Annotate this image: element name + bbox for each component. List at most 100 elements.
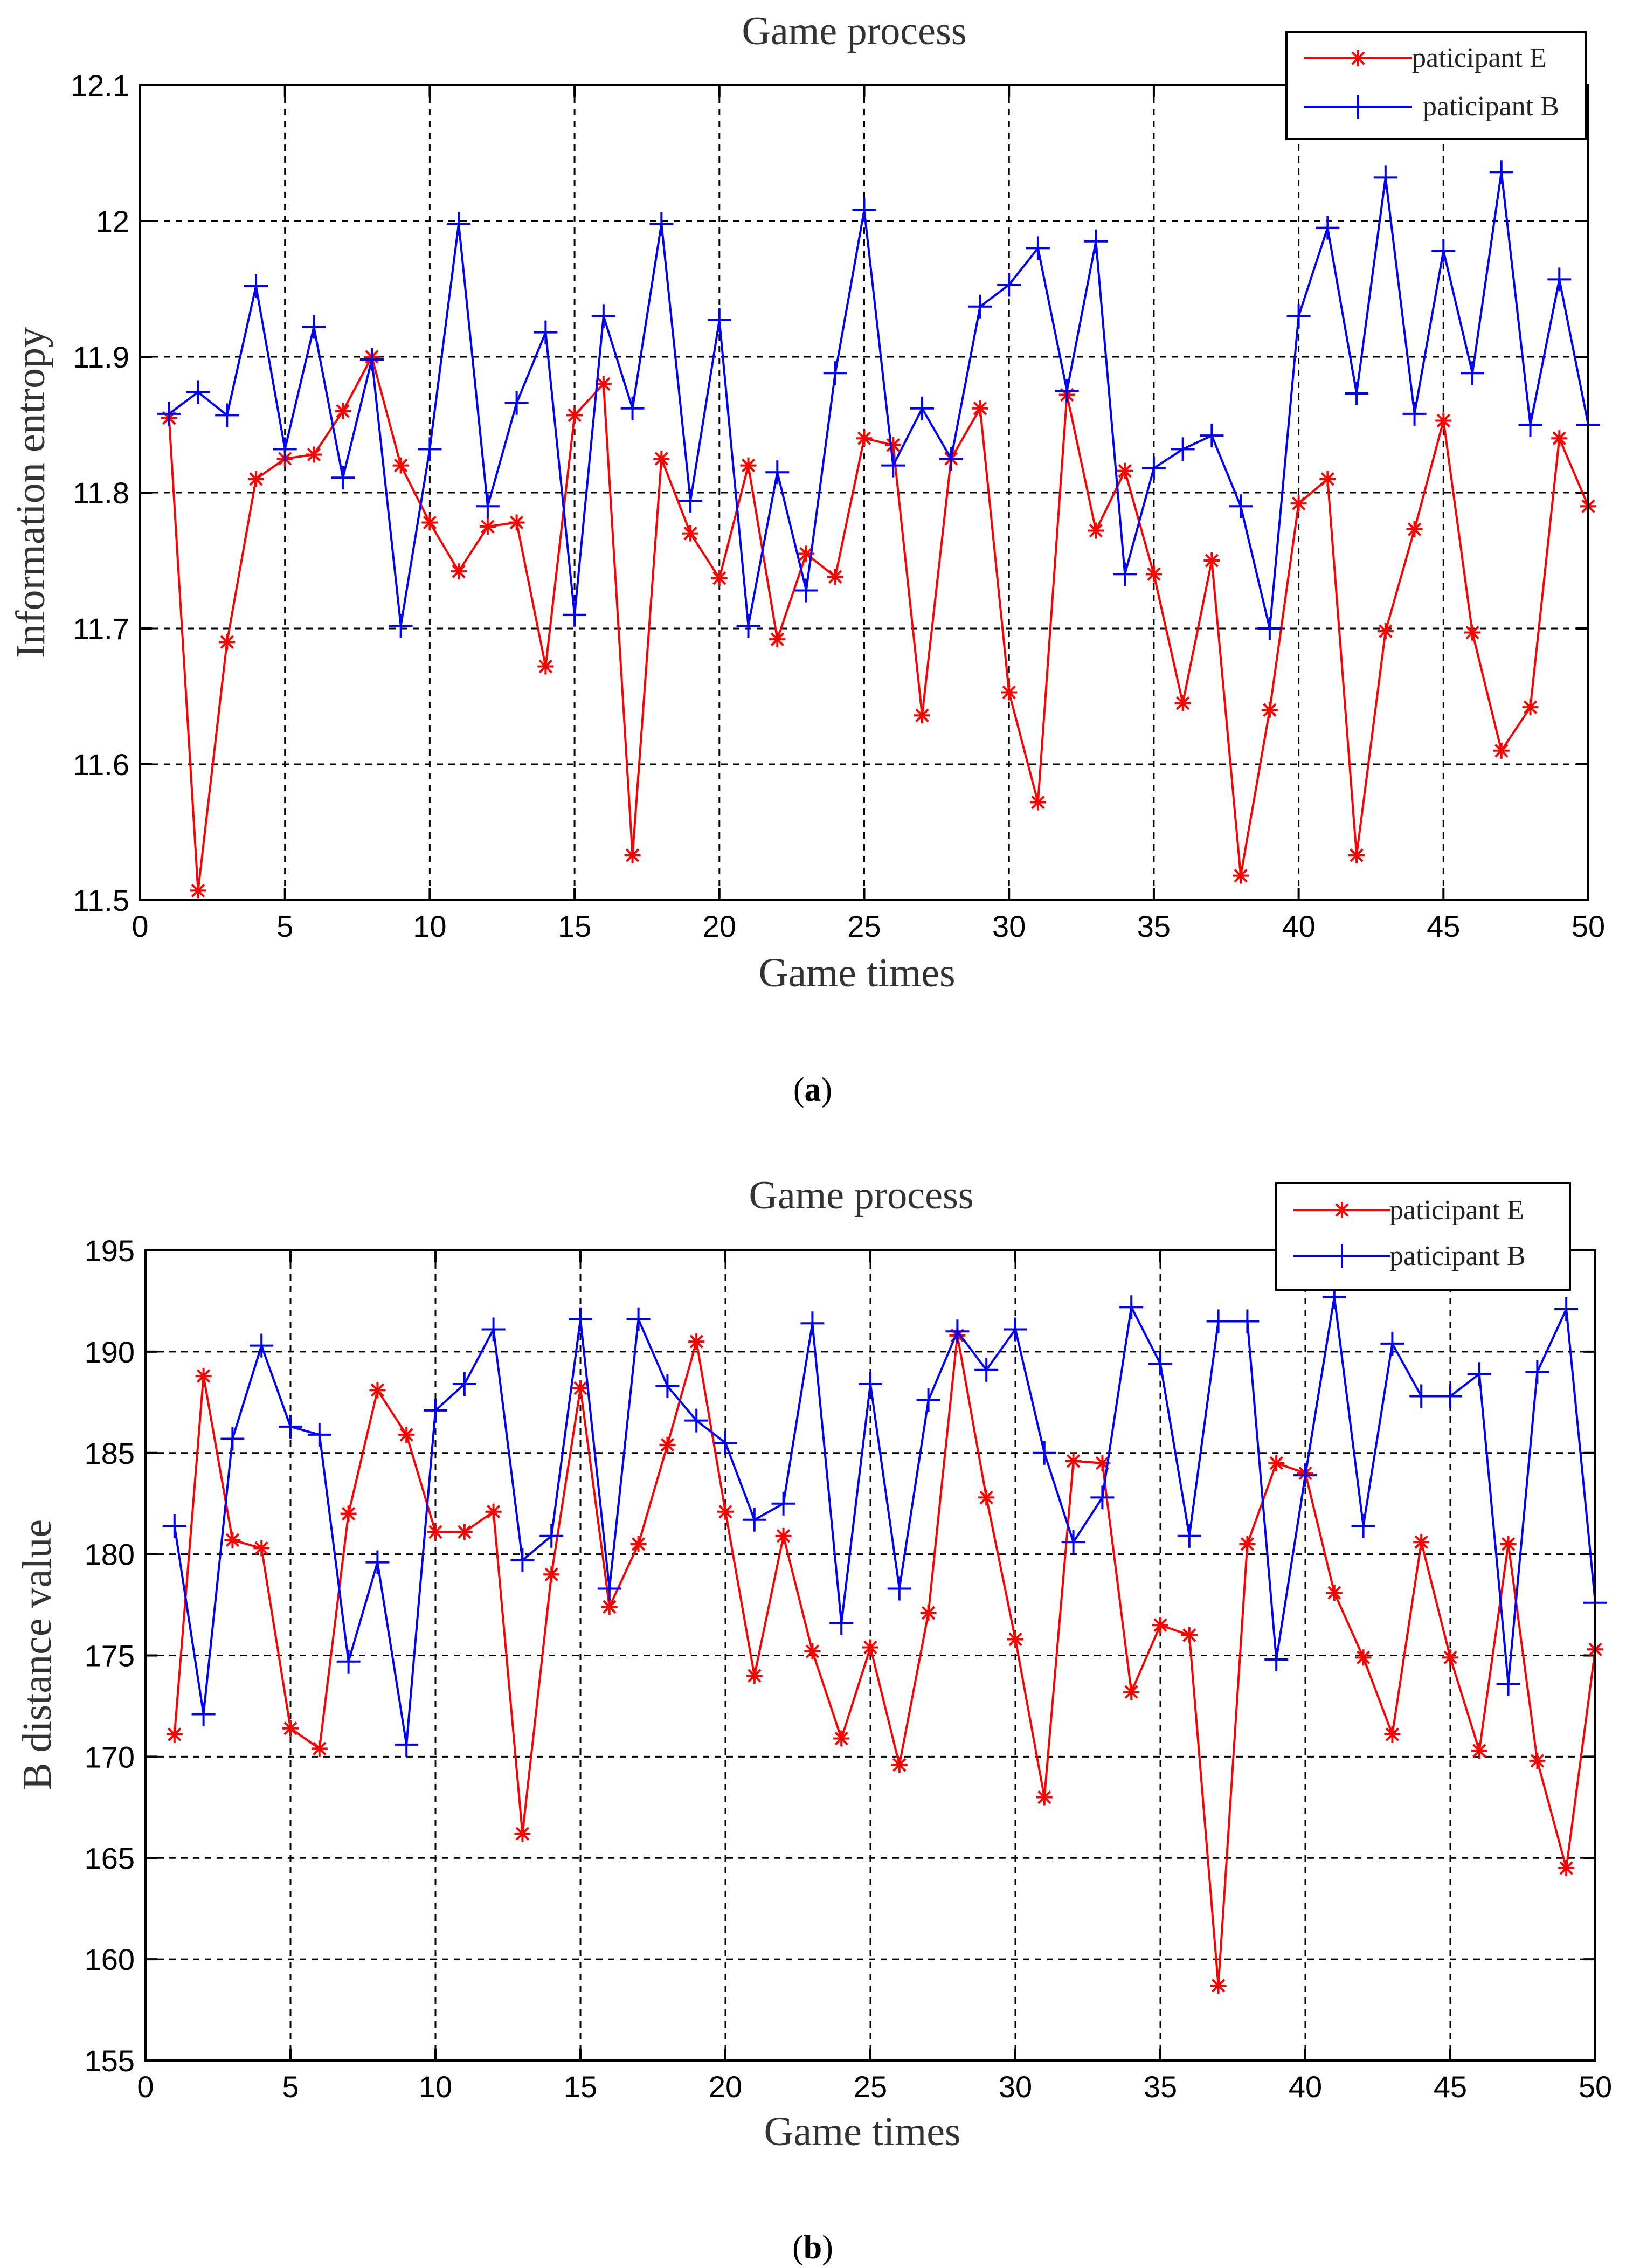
chart-a-point-b <box>1316 216 1340 240</box>
chart-b-x-tick-label: 15 <box>564 2070 597 2104</box>
chart-a-x-tick-label: 45 <box>1427 909 1460 943</box>
chart-a-point-e <box>1377 623 1394 640</box>
chart-a-x-tick-label: 25 <box>847 909 881 943</box>
chart-a-point-b <box>679 489 703 513</box>
chart-a-point-e <box>1319 471 1336 487</box>
chart-b-legend-symbol-b <box>1330 1244 1354 1268</box>
chart-a-point-e <box>682 525 699 542</box>
chart-a-point-b <box>1547 267 1572 292</box>
chart-b-point-b <box>626 1307 651 1331</box>
chart-b-point-e <box>804 1643 821 1659</box>
chart-a-point-e <box>1406 521 1423 538</box>
chart-a-point-b <box>620 396 645 420</box>
chart-a-point-b <box>1026 236 1050 260</box>
chart-b-point-e <box>427 1524 444 1540</box>
chart-a-point-b <box>389 613 413 638</box>
chart-b-y-tick-label: 195 <box>85 1234 135 1268</box>
chart-b-point-e <box>1268 1455 1285 1471</box>
chart-b-point-e <box>166 1726 183 1743</box>
chart-a-point-b <box>1489 160 1513 184</box>
chart-a-point-e <box>1203 552 1220 569</box>
chart-b-point-b <box>1467 1362 1491 1386</box>
chart-b-y-tick-label: 190 <box>85 1335 135 1369</box>
chart-a-point-b <box>794 578 819 603</box>
chart-b-point-b <box>800 1311 825 1336</box>
chart-b-x-tick-label: 30 <box>999 2070 1032 2104</box>
chart-b-y-tick-label: 185 <box>85 1436 135 1470</box>
chart-a-point-b <box>244 274 268 298</box>
chart-a-y-tick-label: 11.6 <box>73 748 129 782</box>
chart-a-point-b <box>939 447 963 471</box>
chart-b-point-b <box>539 1524 564 1548</box>
chart-a-point-b <box>504 391 529 415</box>
chart-a-point-e <box>1261 702 1278 718</box>
chart-a-point-e <box>1088 522 1104 539</box>
chart-b-point-b <box>1177 1524 1201 1548</box>
chart-b-point-b <box>974 1358 999 1382</box>
chart-b-plot-frame <box>144 1249 1596 2062</box>
chart-a-point-b <box>1113 562 1137 586</box>
chart-a-point-b <box>1402 402 1427 426</box>
chart-a-point-e <box>306 446 322 463</box>
chart-a-point-e <box>1493 742 1510 759</box>
chart-b-legend-marker-b <box>1330 1244 1354 1268</box>
chart-b-point-b <box>1032 1441 1056 1465</box>
chart-b-x-tick-label: 25 <box>854 2070 887 2104</box>
chart-b-point-e <box>543 1566 560 1583</box>
chart-b-point-b <box>887 1576 911 1601</box>
chart-b-x-tick-label: 5 <box>282 2070 299 2104</box>
chart-a-point-b <box>591 304 615 328</box>
chart-a-point-b <box>157 402 181 426</box>
chart-b-point-b <box>220 1427 245 1451</box>
chart-a-point-b <box>765 460 790 485</box>
chart-a-legend-label-e: paticipant E <box>1412 43 1547 73</box>
chart-b-point-e <box>1007 1631 1023 1648</box>
chart-b-x-axis-label: Game times <box>764 2109 960 2154</box>
chart-a-point-b <box>302 315 326 339</box>
chart-a-point-e <box>451 563 467 580</box>
chart-b-point-b <box>829 1611 854 1635</box>
chart-b-point-b <box>597 1576 621 1601</box>
chart-a-point-b <box>215 403 239 427</box>
chart-panel-b: Game process 0 5 10 15 20 25 30 35 40 45 50 155 160… <box>15 1173 1612 2266</box>
chart-b-y-ticks: 155 160 165 170 175 180 185 190 195 <box>85 1234 1595 2078</box>
chart-b-point-b <box>481 1317 506 1342</box>
chart-b-point-e <box>1413 1534 1430 1551</box>
chart-a-point-b <box>1461 361 1485 385</box>
chart-b-point-e <box>340 1505 357 1522</box>
chart-a-x-tick-label: 35 <box>1137 909 1171 943</box>
chart-a-point-e <box>1464 624 1481 641</box>
chart-b-point-b <box>424 1398 447 1422</box>
chart-b-caption-letter: b <box>804 2229 822 2266</box>
chart-a-point-e <box>914 707 930 724</box>
chart-a-y-axis-label: Information entropy <box>8 327 53 658</box>
chart-b-point-b <box>714 1430 737 1455</box>
chart-a-point-e <box>972 400 988 417</box>
chart-a-legend-symbol-e <box>1350 50 1366 66</box>
chart-b-legend-box <box>1275 1182 1571 1291</box>
chart-a-point-e <box>769 631 786 648</box>
chart-b-point-e <box>891 1757 908 1773</box>
chart-b-y-tick-label: 155 <box>85 2044 135 2078</box>
chart-a-point-b <box>1141 456 1166 480</box>
chart-a-point-e <box>885 437 902 453</box>
chart-b-x-tick-label: 50 <box>1579 2070 1612 2104</box>
chart-b-point-e <box>978 1489 995 1506</box>
chart-a-legend: paticipant E paticipant B <box>1285 31 1587 140</box>
chart-b-point-e <box>514 1826 531 1842</box>
chart-b-point-b <box>395 1732 419 1757</box>
chart-a-y-tick-label: 12 <box>96 204 129 238</box>
chart-b-point-e <box>688 1333 705 1350</box>
chart-b-point-b <box>1525 1360 1549 1384</box>
chart-a-point-e <box>190 882 206 899</box>
chart-b-x-tick-label: 45 <box>1434 2070 1467 2104</box>
chart-a-point-b <box>1286 304 1311 328</box>
chart-a-point-b <box>447 212 471 236</box>
chart-b-point-e <box>920 1605 937 1621</box>
chart-a-point-b <box>1084 229 1108 253</box>
chart-b-y-tick-label: 180 <box>85 1538 135 1572</box>
chart-b-point-e <box>282 1720 299 1737</box>
chart-a-point-b <box>1200 424 1224 448</box>
chart-a-legend-marker-e <box>1350 50 1366 66</box>
chart-a-x-tick-label: 0 <box>132 909 148 943</box>
